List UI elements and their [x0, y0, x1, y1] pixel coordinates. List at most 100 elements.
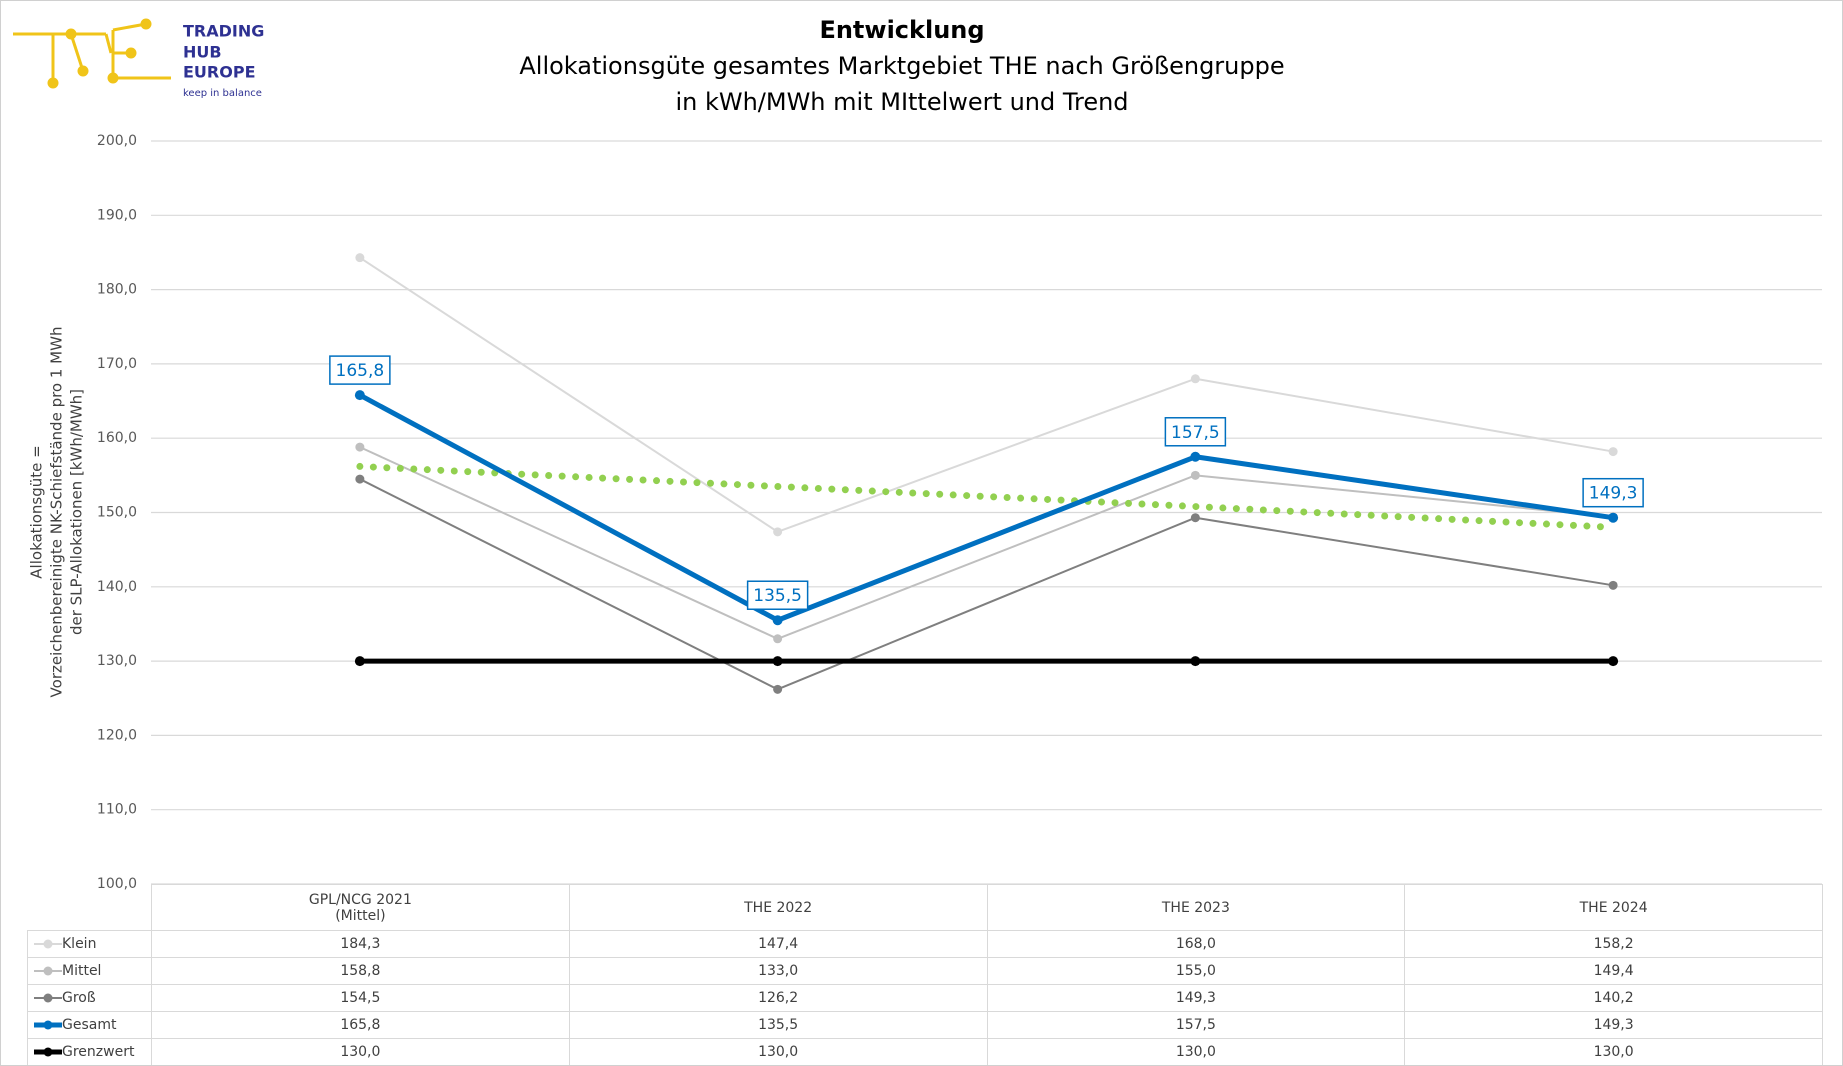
data-label-box: [746, 580, 809, 610]
data-label: 157,5: [1171, 423, 1220, 443]
data-point: [1608, 656, 1619, 667]
y-tick-label: 160,0: [97, 430, 137, 446]
table-value: 168,0: [986, 930, 1406, 958]
table-row: Gesamt 165,8 135,5 157,5 149,3: [27, 1011, 1823, 1039]
series-line: [359, 446, 1614, 640]
table-value: 158,8: [151, 957, 570, 985]
logo-text: EUROPE: [183, 63, 256, 82]
table-value: 158,2: [1404, 930, 1823, 958]
legend-label: Grenzwert: [62, 1044, 135, 1060]
data-point: [354, 656, 365, 667]
data-point: [1190, 656, 1201, 667]
y-axis-label: der SLP-Allokationen [kWh/MWh]: [68, 389, 86, 635]
legend-label: Groß: [62, 990, 96, 1006]
legend-label: Mittel: [62, 963, 102, 979]
table-value: 184,3: [151, 930, 570, 958]
data-point: [1190, 451, 1201, 462]
data-point: [772, 656, 783, 667]
legend-dot: [43, 966, 53, 976]
chart-title: Entwicklung: [819, 16, 984, 44]
chart-subtitle: Allokationsgüte gesamtes Marktgebiet THE…: [519, 52, 1284, 80]
legend-key: [34, 993, 62, 1003]
data-point: [773, 634, 783, 644]
data-label: 135,5: [753, 586, 802, 606]
table-row: Grenzwert 130,0 130,0 130,0 130,0: [27, 1038, 1823, 1065]
table-row: Mittel 158,8 133,0 155,0 149,4: [27, 957, 1823, 985]
table-row: Groß 154,5 126,2 149,3 140,2: [27, 984, 1823, 1012]
data-point: [355, 474, 365, 484]
category-label: THE 2024: [1404, 884, 1823, 931]
logo-text: TRADING: [183, 22, 264, 41]
table-value: 147,4: [568, 930, 988, 958]
series-line: [359, 478, 1614, 691]
table-value: 130,0: [151, 1038, 570, 1065]
series-line: [358, 392, 1614, 623]
table-value: 155,0: [986, 957, 1406, 985]
data-point: [1190, 513, 1200, 523]
legend-key: [34, 966, 62, 976]
category-label: THE 2022: [568, 884, 988, 931]
data-point: [773, 684, 783, 694]
legend-entry: Groß: [27, 984, 152, 1012]
y-axis-label: Allokationsgüte =: [28, 445, 46, 578]
table-value: 126,2: [568, 984, 988, 1012]
legend-key: [34, 1020, 62, 1030]
data-label: 165,8: [336, 361, 385, 381]
table-value: 154,5: [151, 984, 570, 1012]
legend-dot: [43, 1020, 53, 1030]
legend-dot: [43, 939, 53, 949]
logo-tagline: keep in balance: [183, 88, 262, 99]
logo-text: HUB: [183, 43, 222, 62]
y-tick-label: 170,0: [97, 356, 137, 372]
legend-entry: Mittel: [27, 957, 152, 985]
chart-subtitle: in kWh/MWh mit MIttelwert und Trend: [675, 88, 1128, 116]
y-tick-label: 120,0: [97, 727, 137, 743]
header-row: GPL/NCG 2021 (Mittel) THE 2022 THE 2023 THE…: [27, 884, 1823, 931]
series-line: [359, 256, 1614, 533]
data-label-box: [329, 355, 391, 385]
y-tick-label: 140,0: [97, 579, 137, 595]
legend-entry: Klein: [27, 930, 152, 958]
data-point: [1608, 512, 1619, 523]
data-point: [355, 442, 365, 452]
category-label: THE 2023: [986, 884, 1406, 931]
table-value: 130,0: [986, 1038, 1406, 1065]
table-value: 133,0: [568, 957, 988, 985]
data-point: [355, 253, 365, 263]
table-value: 140,2: [1404, 984, 1823, 1012]
data-point: [1190, 374, 1200, 384]
legend-key: [34, 1047, 62, 1057]
logo-mark: [13, 18, 171, 89]
table-value: 135,5: [568, 1011, 988, 1039]
legend-key: [34, 939, 62, 949]
y-tick-label: 110,0: [97, 802, 137, 818]
y-tick-label: 200,0: [97, 133, 137, 149]
data-label-box: [1164, 417, 1227, 447]
legend-label: Klein: [62, 936, 97, 952]
category-label: GPL/NCG 2021 (Mittel): [151, 884, 570, 931]
legend-entry: Gesamt: [27, 1011, 152, 1039]
legend-dot: [43, 993, 53, 1003]
legend-dot: [43, 1047, 53, 1057]
table-value: 149,3: [986, 984, 1406, 1012]
y-tick-label: 130,0: [97, 653, 137, 669]
data-point: [354, 390, 365, 401]
table-value: 130,0: [1404, 1038, 1823, 1065]
data-point: [1190, 470, 1200, 480]
data-label: 149,3: [1589, 484, 1638, 504]
y-tick-label: 150,0: [97, 505, 137, 521]
data-table: GPL/NCG 2021 (Mittel) THE 2022 THE 2023 THE…: [27, 884, 1823, 1065]
corner: [27, 884, 152, 931]
data-label-box: [1582, 477, 1644, 508]
table-value: 130,0: [568, 1038, 988, 1065]
data-point: [1608, 580, 1618, 590]
table-value: 157,5: [986, 1011, 1406, 1039]
legend-entry: Grenzwert: [27, 1038, 152, 1065]
data-point: [1608, 447, 1618, 457]
data-point: [772, 615, 783, 626]
data-point: [773, 527, 783, 537]
y-tick-label: 190,0: [97, 207, 137, 223]
legend-label: Gesamt: [62, 1017, 117, 1033]
